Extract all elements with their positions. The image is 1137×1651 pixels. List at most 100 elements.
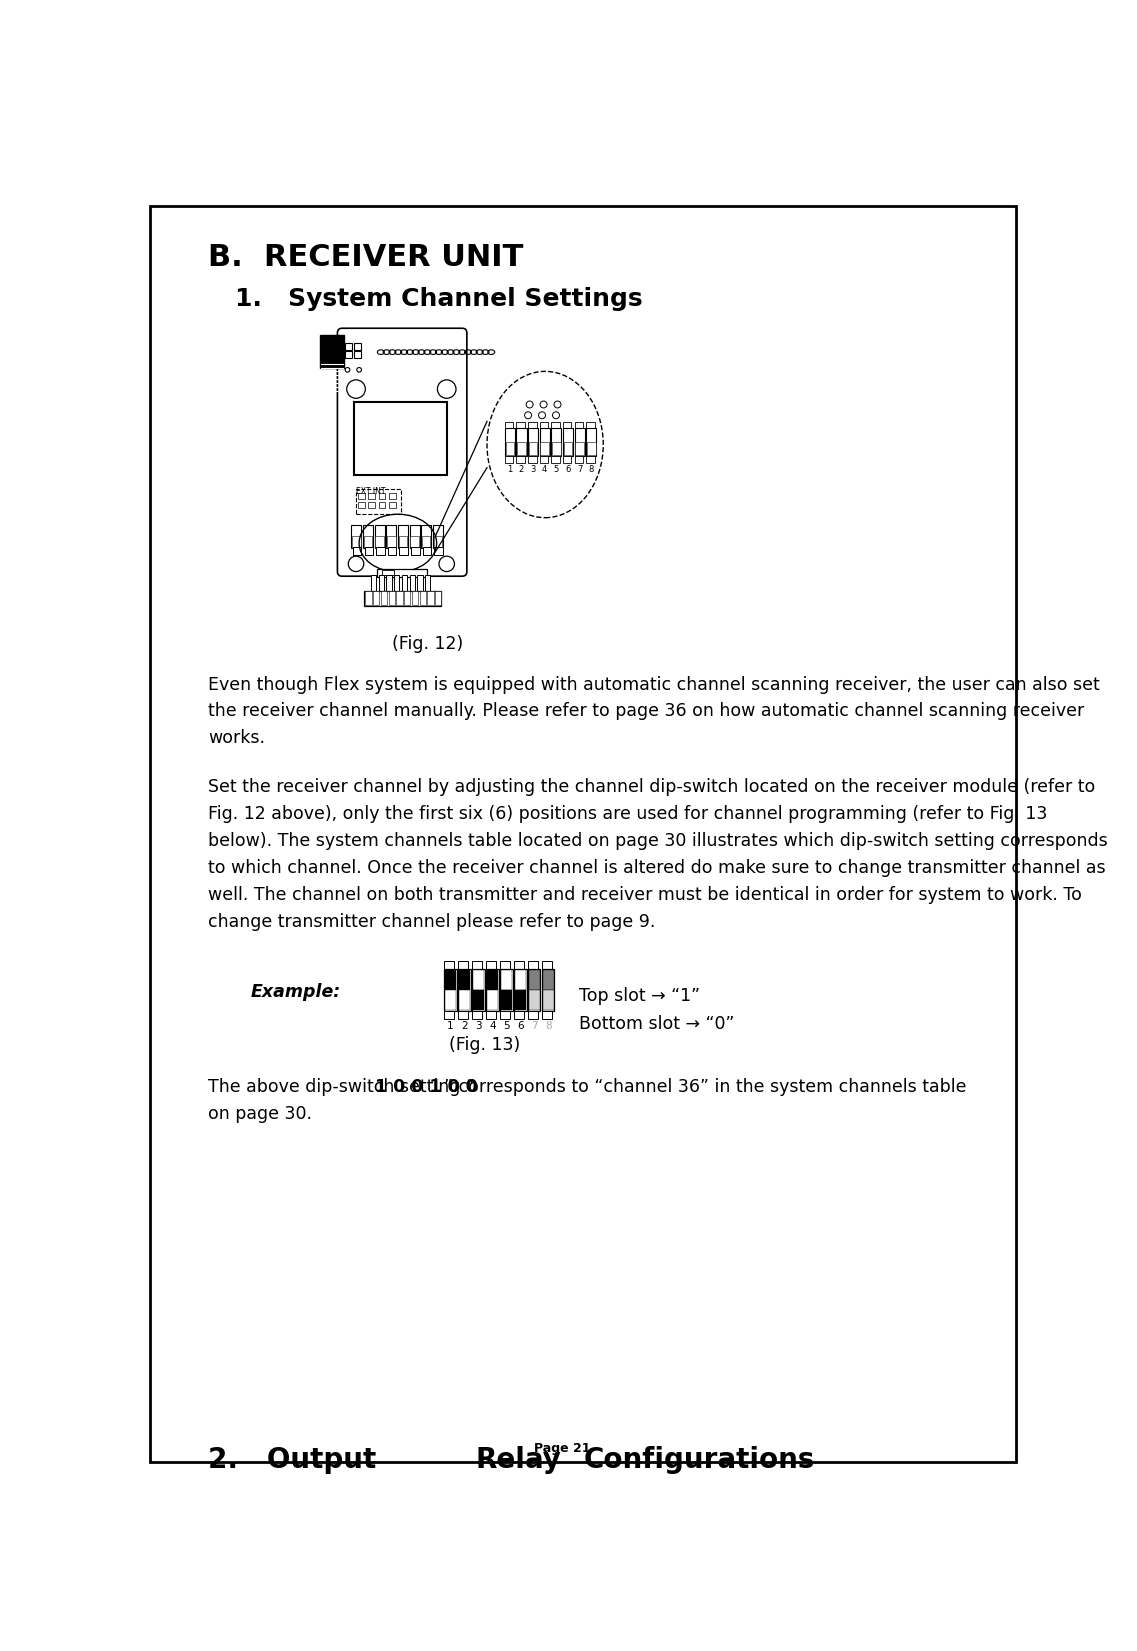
Text: Even though Flex system is equipped with automatic channel scanning receiver, th: Even though Flex system is equipped with… <box>208 675 1099 693</box>
Text: Example:: Example: <box>250 982 341 1001</box>
Bar <box>540 456 548 462</box>
Bar <box>563 428 573 456</box>
Bar <box>563 423 572 429</box>
Bar <box>528 961 538 969</box>
Circle shape <box>438 380 456 398</box>
Bar <box>542 991 554 1010</box>
Bar <box>587 442 596 454</box>
Bar <box>420 591 425 604</box>
Text: on page 30.: on page 30. <box>208 1105 312 1123</box>
Bar <box>528 456 537 462</box>
Bar <box>563 456 572 462</box>
Text: 1: 1 <box>507 466 513 474</box>
Bar <box>540 428 550 456</box>
Text: 7: 7 <box>576 466 582 474</box>
Bar <box>445 1012 455 1019</box>
Bar <box>500 969 513 1012</box>
Text: The above dip-switch setting “: The above dip-switch setting “ <box>208 1078 475 1096</box>
Text: 5: 5 <box>554 466 559 474</box>
Bar <box>351 525 362 548</box>
Bar <box>395 576 399 591</box>
Bar <box>529 969 540 991</box>
Bar <box>516 428 526 456</box>
Bar <box>516 423 525 429</box>
Text: Bottom slot → “0”: Bottom slot → “0” <box>579 1015 735 1034</box>
Bar <box>352 546 362 555</box>
Bar <box>458 1012 468 1019</box>
Bar <box>352 537 360 546</box>
Bar <box>473 991 484 1010</box>
Bar <box>472 961 482 969</box>
Text: Configurations: Configurations <box>584 1446 815 1474</box>
Bar <box>587 423 595 429</box>
Text: 4: 4 <box>542 466 547 474</box>
Text: 8: 8 <box>545 1022 551 1032</box>
Text: (Fig. 12): (Fig. 12) <box>392 636 463 654</box>
Circle shape <box>348 556 364 571</box>
Circle shape <box>526 401 533 408</box>
Bar <box>487 961 496 969</box>
Bar <box>410 537 418 546</box>
Bar <box>409 576 415 591</box>
Bar <box>542 1012 553 1019</box>
Text: 2: 2 <box>462 1022 467 1032</box>
Bar <box>515 991 525 1010</box>
Bar <box>574 428 584 456</box>
Circle shape <box>554 401 561 408</box>
Bar <box>401 576 407 591</box>
FancyBboxPatch shape <box>338 329 467 576</box>
Bar <box>501 969 512 991</box>
Bar <box>364 537 372 546</box>
Bar <box>458 969 471 1012</box>
Text: Page 21: Page 21 <box>533 1441 590 1455</box>
Bar <box>551 428 562 456</box>
Bar <box>514 1012 524 1019</box>
Bar <box>371 576 376 591</box>
Bar <box>542 969 555 1012</box>
Text: 2: 2 <box>518 466 524 474</box>
Text: Set the receiver channel by adjusting the channel dip-switch located on the rece: Set the receiver channel by adjusting th… <box>208 778 1095 796</box>
Bar <box>387 537 396 546</box>
Bar <box>445 961 455 969</box>
Bar <box>551 456 559 462</box>
Bar <box>487 991 498 1010</box>
Bar <box>435 591 441 604</box>
Bar <box>381 591 387 604</box>
Bar <box>387 525 397 548</box>
Bar <box>445 969 457 1012</box>
Bar <box>356 489 401 513</box>
Bar <box>472 1012 482 1019</box>
Bar <box>487 969 498 991</box>
Bar <box>399 537 407 546</box>
Text: 8: 8 <box>589 466 594 474</box>
Bar <box>515 969 525 991</box>
Bar <box>423 546 431 555</box>
Circle shape <box>553 411 559 419</box>
Text: 6: 6 <box>517 1022 524 1032</box>
Text: works.: works. <box>208 730 265 748</box>
Bar <box>346 352 352 358</box>
Text: 6: 6 <box>565 466 571 474</box>
Bar <box>412 525 420 533</box>
Circle shape <box>346 368 350 371</box>
Bar <box>355 403 448 475</box>
Bar <box>575 442 584 454</box>
Bar <box>388 525 397 533</box>
Bar <box>422 537 431 546</box>
Text: 7: 7 <box>531 1022 538 1032</box>
Bar <box>434 525 442 533</box>
Bar <box>528 423 537 429</box>
Bar <box>379 576 384 591</box>
Bar <box>433 525 442 548</box>
Bar <box>389 591 395 604</box>
Bar <box>412 546 420 555</box>
Bar <box>529 991 540 1010</box>
Bar <box>528 428 538 456</box>
Text: 1.   System Channel Settings: 1. System Channel Settings <box>235 287 642 310</box>
Bar <box>434 546 442 555</box>
Bar <box>354 343 360 350</box>
Bar <box>540 423 548 429</box>
Bar <box>382 570 395 576</box>
Bar <box>514 969 526 1012</box>
Text: 3: 3 <box>475 1022 482 1032</box>
